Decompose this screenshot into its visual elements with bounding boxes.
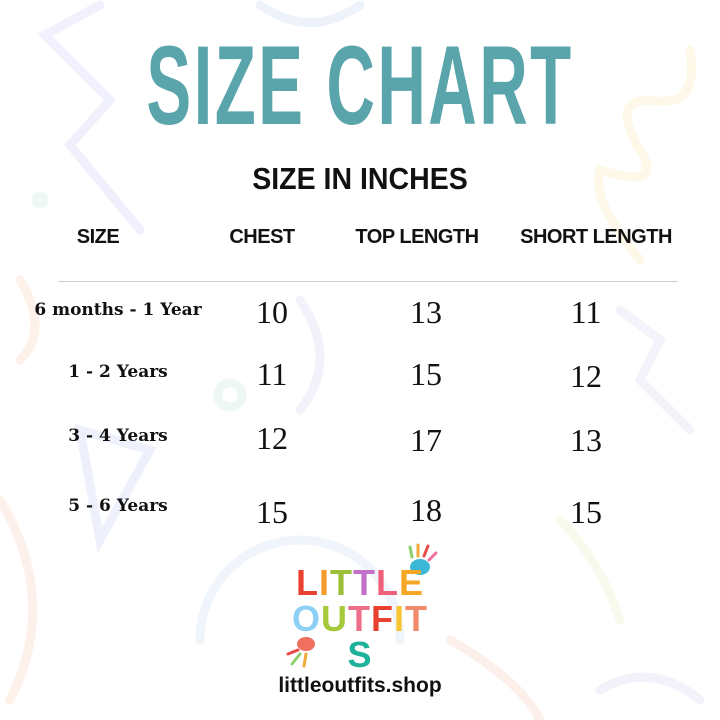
chest-value: 10	[256, 294, 288, 330]
header-short-length: SHORT LENGTH	[520, 226, 672, 248]
header-chest: CHEST	[229, 226, 295, 248]
website-url[interactable]: littleoutfits.shop	[278, 674, 442, 697]
size-label: 5 - 6 Years	[68, 496, 168, 516]
short-length-value: 12	[570, 358, 602, 394]
header-divider	[58, 281, 678, 282]
top-length-value: 17	[410, 422, 442, 458]
size-label: 6 months - 1 Year	[34, 300, 202, 320]
logo-line-2: OUTFITS	[291, 598, 429, 675]
top-length-value: 15	[410, 356, 442, 392]
chest-value: 11	[256, 356, 288, 392]
page-title: SIZE CHART	[146, 23, 574, 148]
header-size: SIZE	[76, 226, 120, 248]
size-label: 1 - 2 Years	[68, 362, 168, 382]
logo-line-1: LITTLE	[295, 562, 425, 603]
short-length-value: 15	[570, 494, 602, 530]
subtitle: SIZE IN INCHES	[252, 161, 468, 196]
handprint-icon	[286, 637, 315, 668]
top-length-value: 18	[410, 492, 442, 528]
chest-value: 12	[256, 420, 288, 456]
short-length-value: 11	[570, 294, 602, 330]
top-length-value: 13	[410, 294, 442, 330]
brand-logo: LITTLE OUTFITS	[280, 565, 440, 673]
short-length-value: 13	[570, 422, 602, 458]
size-label: 3 - 4 Years	[68, 426, 168, 446]
chest-value: 15	[256, 494, 288, 530]
handprint-icon	[408, 543, 438, 575]
header-top-length: TOP LENGTH	[355, 226, 479, 248]
